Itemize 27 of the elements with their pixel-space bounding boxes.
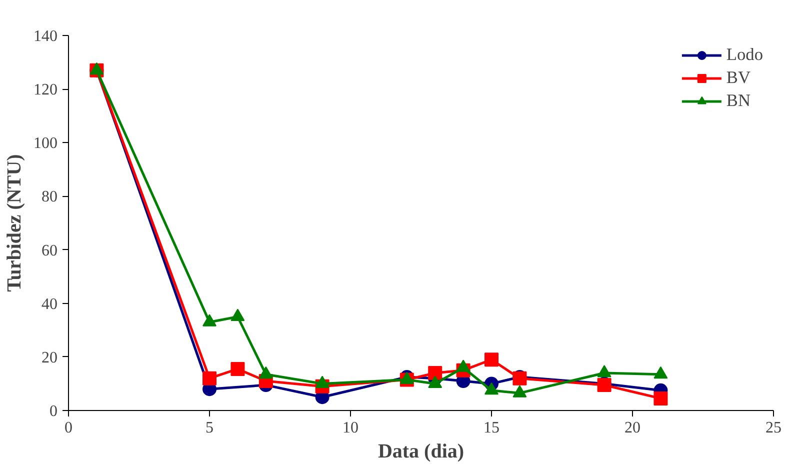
- x-tick-label: 10: [342, 420, 358, 436]
- point: [484, 352, 498, 367]
- y-tick-label: 100: [34, 135, 58, 152]
- legend-label: BN: [726, 91, 750, 111]
- y-tick-label: 140: [34, 28, 58, 45]
- point: [90, 62, 104, 75]
- x-tick-label: 20: [624, 420, 640, 436]
- point: [202, 314, 216, 326]
- y-tick-label: 60: [42, 242, 58, 260]
- y-tick-label: 0: [50, 403, 58, 420]
- x-axis-title: Data (dia): [378, 440, 464, 462]
- point: [654, 391, 668, 406]
- point: [428, 366, 442, 380]
- x-tick-label: 25: [766, 420, 782, 436]
- point: [230, 308, 245, 322]
- legend-label: Lodo: [726, 45, 763, 65]
- legend-label: BV: [726, 68, 750, 88]
- x-tick-label: 0: [64, 420, 72, 436]
- y-axis-title: Turbidez (NTU): [4, 154, 26, 292]
- x-tick-label: 15: [484, 420, 500, 436]
- x-tick-label: 5: [206, 420, 214, 436]
- y-tick-label: 40: [42, 296, 58, 313]
- point: [230, 362, 245, 376]
- point: [202, 371, 216, 386]
- y-tick-label: 120: [34, 82, 58, 99]
- y-tick-label: 80: [42, 188, 58, 206]
- y-tick-label: 20: [42, 349, 58, 366]
